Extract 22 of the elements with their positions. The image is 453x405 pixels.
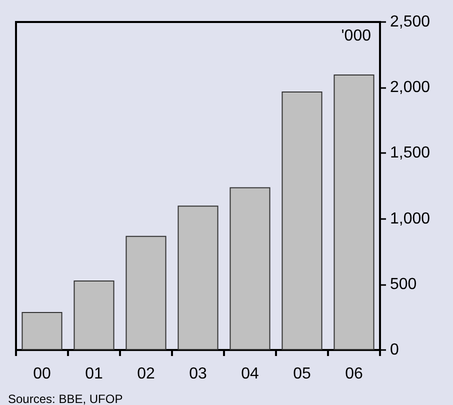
y-tick-label: 0 — [390, 342, 399, 358]
y-tick-label: 1,500 — [390, 144, 430, 162]
y-axis-title: '000 — [341, 28, 372, 44]
x-tick-label: 02 — [137, 366, 155, 382]
bar — [230, 187, 270, 350]
x-tick-label: 00 — [33, 366, 51, 382]
y-tick-label: 2,500 — [390, 14, 430, 30]
x-tick-label: 01 — [85, 366, 103, 382]
x-tick-label: 06 — [345, 366, 363, 382]
bar — [74, 280, 114, 350]
source-note: Sources: BBE, UFOP — [8, 392, 123, 405]
bar — [126, 236, 166, 350]
bar — [22, 312, 62, 350]
x-tick-label: 03 — [189, 366, 207, 382]
y-tick-label: 1,000 — [390, 210, 430, 228]
y-tick-label: 2,000 — [390, 79, 430, 96]
x-tick-label: 05 — [293, 366, 311, 382]
x-tick-label: 04 — [241, 366, 259, 382]
bar — [282, 92, 322, 350]
y-tick-label: 500 — [390, 276, 417, 293]
bar — [334, 74, 374, 350]
bar — [178, 206, 218, 350]
